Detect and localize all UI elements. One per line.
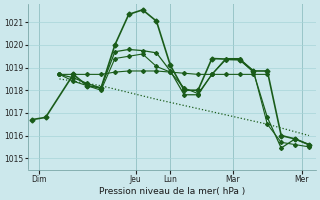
X-axis label: Pression niveau de la mer( hPa ): Pression niveau de la mer( hPa ) [99, 187, 245, 196]
